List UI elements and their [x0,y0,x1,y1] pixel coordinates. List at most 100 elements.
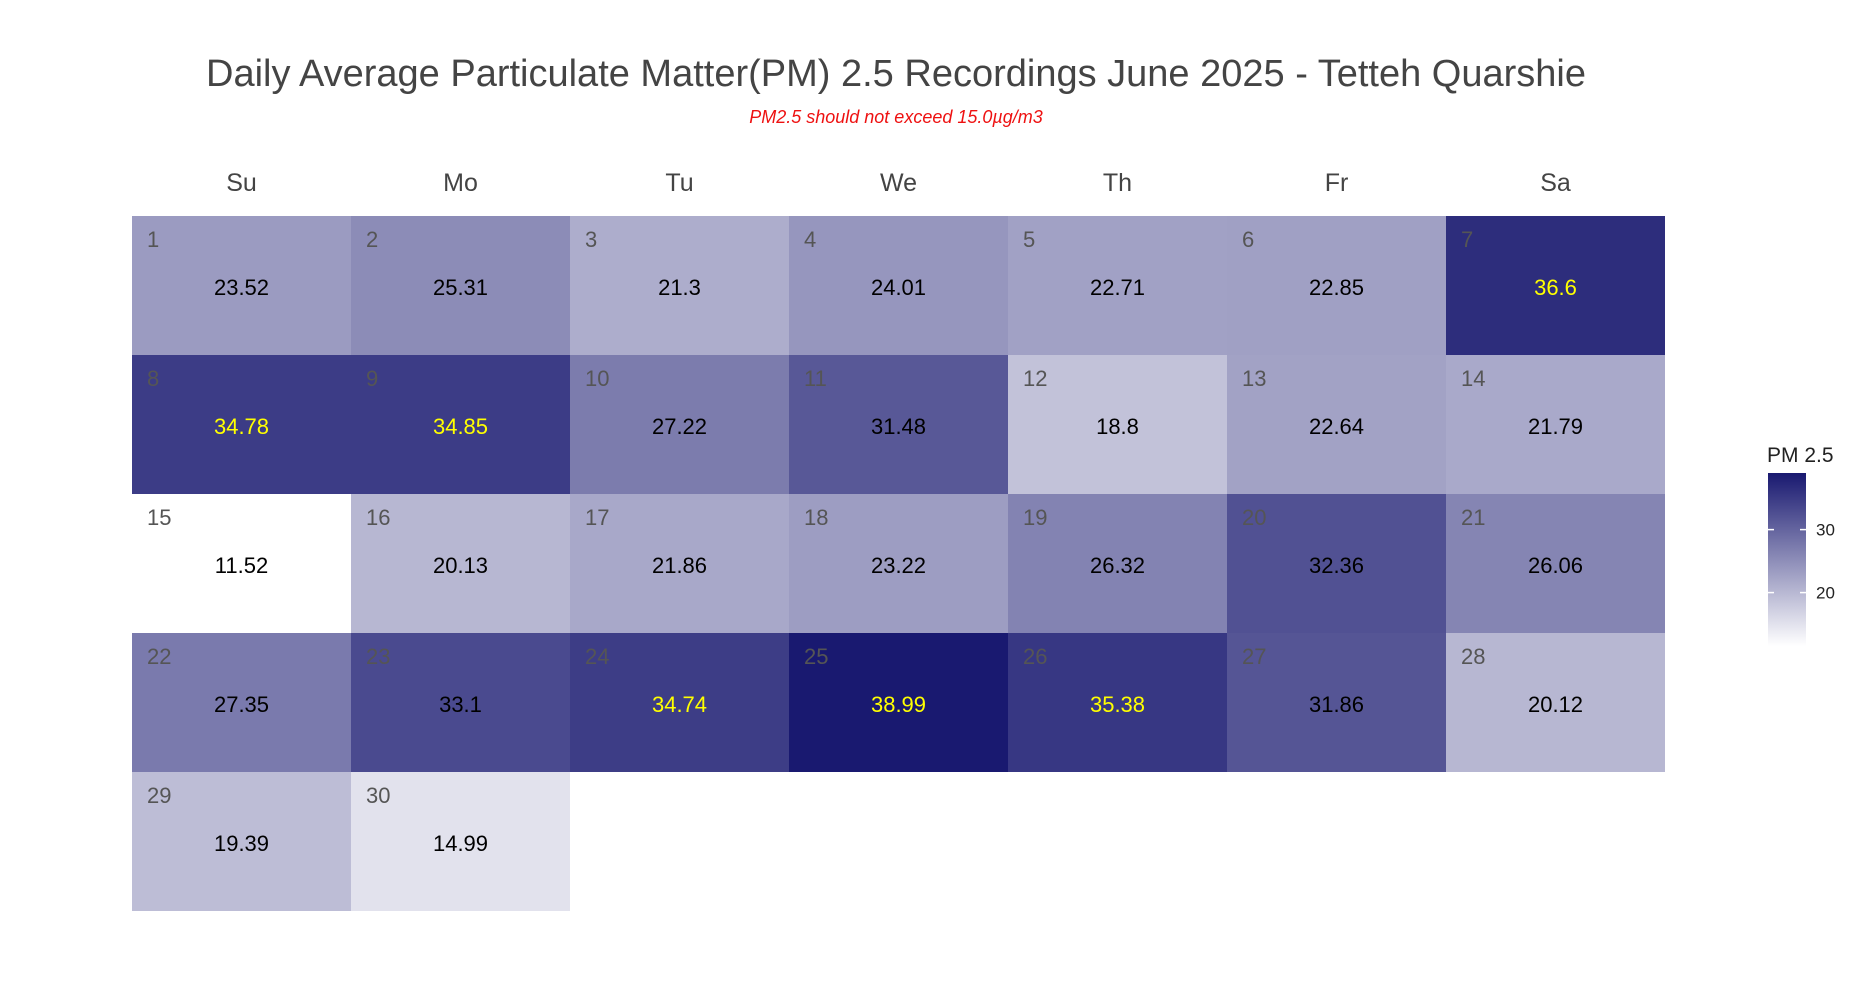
day-cell-fill [1446,355,1665,494]
day-cell-13: 13 22.64 [1227,355,1446,494]
weekday-labels: Su Mo Tu We Th Fr Sa [226,169,1571,197]
day-cell-23: 23 33.1 [351,633,570,772]
day-value: 11.52 [215,553,268,578]
day-number: 21 [1461,505,1485,530]
day-cell-6: 622.85 [1227,216,1446,355]
day-number: 22 [147,644,171,669]
day-cell-15: 15 11.52 [132,494,351,633]
day-value: 26.32 [1090,553,1145,578]
calendar-cells: 123.52225.31321.3424.01522.71622.85736.6… [132,216,1665,911]
weekday-label-th: Th [1103,169,1132,197]
day-cell-fill [1008,633,1227,772]
day-number: 14 [1461,366,1485,391]
day-cell-fill [1008,216,1227,355]
day-cell-fill [1227,355,1446,494]
legend-title: PM 2.5 [1767,444,1834,467]
day-cell-fill [1227,216,1446,355]
day-cell-17: 17 21.86 [570,494,789,633]
day-number: 24 [585,644,609,669]
day-cell-fill [1227,633,1446,772]
day-cell-24: 24 34.74 [570,633,789,772]
day-value: 21.79 [1528,414,1583,439]
day-number: 16 [366,505,390,530]
day-cell-fill [789,494,1008,633]
day-value: 36.6 [1534,275,1577,300]
day-value: 21.86 [652,553,707,578]
day-number: 2 [366,227,378,252]
day-number: 5 [1023,227,1035,252]
weekday-label-mo: Mo [443,169,478,197]
day-cell-fill [351,772,570,911]
day-number: 19 [1023,505,1047,530]
day-cell-27: 27 31.86 [1227,633,1446,772]
day-cell-4: 424.01 [789,216,1008,355]
day-value: 20.13 [433,553,488,578]
day-cell-fill [1446,633,1665,772]
day-cell-5: 522.71 [1008,216,1227,355]
day-value: 27.22 [652,414,707,439]
day-value: 38.99 [871,692,926,717]
day-cell-2: 225.31 [351,216,570,355]
day-cell-fill [789,355,1008,494]
day-cell-3: 321.3 [570,216,789,355]
day-cell-16: 16 20.13 [351,494,570,633]
day-number: 7 [1461,227,1473,252]
day-value: 31.86 [1309,692,1364,717]
day-cell-fill [351,355,570,494]
day-cell-11: 11 31.48 [789,355,1008,494]
day-cell-25: 25 38.99 [789,633,1008,772]
day-cell-28: 28 20.12 [1446,633,1665,772]
day-value: 32.36 [1309,553,1364,578]
day-cell-fill [351,633,570,772]
day-value: 35.38 [1090,692,1145,717]
day-cell-30: 30 14.99 [351,772,570,911]
day-cell-fill [132,355,351,494]
chart-title: Daily Average Particulate Matter(PM) 2.5… [206,53,1586,95]
day-number: 10 [585,366,609,391]
day-value: 26.06 [1528,553,1583,578]
day-value: 19.39 [214,831,269,856]
day-cell-fill [132,772,351,911]
day-cell-19: 19 26.32 [1008,494,1227,633]
day-cell-fill [351,216,570,355]
day-number: 30 [366,783,390,808]
weekday-label-sa: Sa [1540,169,1571,197]
weekday-label-fr: Fr [1325,169,1349,197]
chart-subtitle: PM2.5 should not exceed 15.0µg/m3 [749,107,1043,127]
day-cell-fill [1008,494,1227,633]
day-cell-fill [1227,494,1446,633]
day-number: 25 [804,644,828,669]
day-value: 20.12 [1528,692,1583,717]
day-value: 31.48 [871,414,926,439]
day-value: 34.78 [214,414,269,439]
day-cell-9: 934.85 [351,355,570,494]
day-value: 22.64 [1309,414,1364,439]
day-cell-fill [132,216,351,355]
day-number: 18 [804,505,828,530]
day-cell-18: 18 23.22 [789,494,1008,633]
day-cell-fill [570,633,789,772]
day-cell-20: 20 32.36 [1227,494,1446,633]
day-cell-fill [789,633,1008,772]
weekday-label-we: We [880,169,917,197]
day-number: 8 [147,366,159,391]
day-cell-12: 12 18.8 [1008,355,1227,494]
day-cell-fill [132,633,351,772]
day-cell-fill [570,494,789,633]
day-value: 25.31 [433,275,488,300]
day-value: 22.71 [1090,275,1145,300]
day-cell-fill [351,494,570,633]
legend-tick-label: 20 [1816,584,1835,603]
day-cell-7: 736.6 [1446,216,1665,355]
day-cell-fill [1446,216,1665,355]
day-number: 12 [1023,366,1047,391]
day-number: 1 [147,227,159,252]
weekday-label-su: Su [226,169,257,197]
day-cell-29: 29 19.39 [132,772,351,911]
day-number: 23 [366,644,390,669]
day-cell-fill [1008,355,1227,494]
day-value: 34.74 [652,692,707,717]
day-cell-22: 22 27.35 [132,633,351,772]
